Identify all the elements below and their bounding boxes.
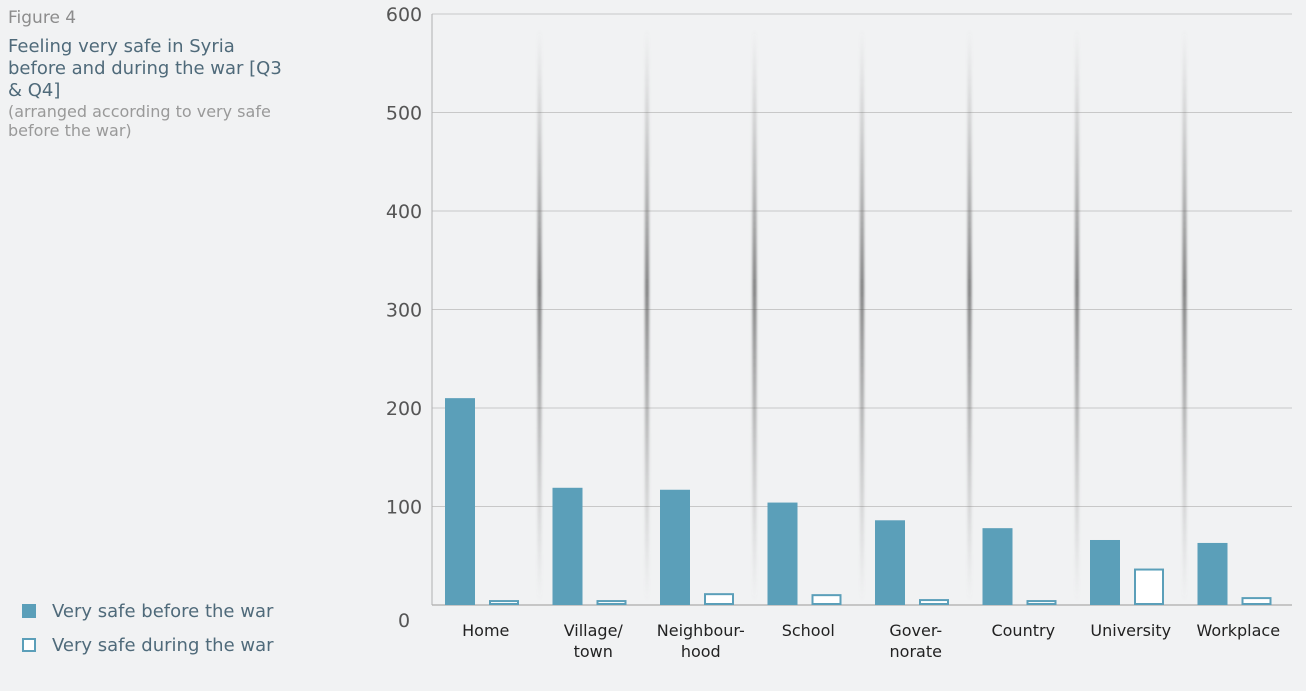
category-separator xyxy=(537,30,542,601)
bar-before-4 xyxy=(875,520,905,605)
y-tick-label: 500 xyxy=(386,103,422,125)
x-tick-label: Country xyxy=(991,621,1055,640)
y-tick-label: 300 xyxy=(386,300,422,322)
bar-before-2 xyxy=(660,489,690,605)
bar-during-3 xyxy=(811,594,842,606)
x-tick-label: Workplace xyxy=(1196,621,1280,640)
legend-label-during: Very safe during the war xyxy=(52,634,274,656)
chart-title: Feeling very safe in Syria before and du… xyxy=(8,36,282,101)
y-tick-label: 600 xyxy=(386,4,422,26)
bar-during-2 xyxy=(704,593,734,605)
category-separator xyxy=(1182,30,1187,601)
legend-item-during: Very safe during the war xyxy=(22,628,274,662)
category-separator xyxy=(860,30,864,601)
bar-during-5 xyxy=(1026,600,1057,605)
x-tick-label: University xyxy=(1090,621,1171,640)
legend-swatch-filled xyxy=(22,604,36,618)
y-tick-label: 0 xyxy=(398,610,410,632)
x-tick-label: Neighbour-hood xyxy=(657,621,745,661)
bar-before-3 xyxy=(767,502,798,605)
bar-before-5 xyxy=(982,528,1013,605)
legend-swatch-outline xyxy=(22,638,36,652)
figure-caption: Figure 4 Feeling very safe in Syria befo… xyxy=(8,8,288,140)
figure-label: Figure 4 xyxy=(8,8,77,28)
y-tick-label: 100 xyxy=(386,497,422,519)
bar-before-1 xyxy=(552,487,583,605)
bar-during-0 xyxy=(489,600,519,605)
legend-item-before: Very safe before the war xyxy=(22,594,274,628)
legend: Very safe before the war Very safe durin… xyxy=(22,594,274,662)
bar-before-6 xyxy=(1090,539,1120,605)
x-tick-label: School xyxy=(782,621,835,640)
category-separator xyxy=(645,30,649,601)
y-tick-label: 400 xyxy=(386,201,422,223)
y-tick-label: 200 xyxy=(386,398,422,420)
bar-before-0 xyxy=(445,398,475,605)
chart-subtitle: (arranged according to very safe before … xyxy=(8,101,271,141)
legend-label-before: Very safe before the war xyxy=(52,600,274,622)
bar-during-7 xyxy=(1241,597,1272,605)
category-separator xyxy=(1075,30,1079,601)
category-separator xyxy=(967,30,972,601)
x-tick-label: Home xyxy=(462,621,509,640)
bar-during-1 xyxy=(596,600,627,605)
bar-during-6 xyxy=(1134,568,1164,605)
bar-during-4 xyxy=(919,599,949,606)
category-separator xyxy=(752,30,757,601)
x-tick-label: Village/town xyxy=(564,621,624,661)
x-tick-label: Gover-norate xyxy=(889,621,942,661)
bar-before-7 xyxy=(1197,542,1228,605)
